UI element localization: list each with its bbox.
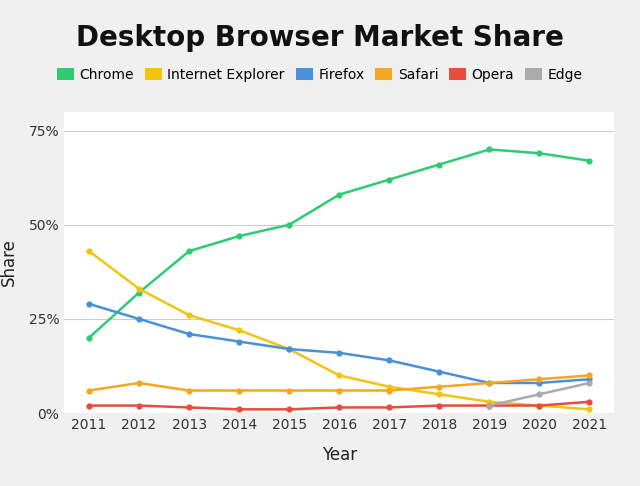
Text: Desktop Browser Market Share: Desktop Browser Market Share [76,24,564,52]
Y-axis label: Share: Share [0,239,17,286]
X-axis label: Year: Year [322,446,356,464]
Legend: Chrome, Internet Explorer, Firefox, Safari, Opera, Edge: Chrome, Internet Explorer, Firefox, Safa… [58,68,582,82]
